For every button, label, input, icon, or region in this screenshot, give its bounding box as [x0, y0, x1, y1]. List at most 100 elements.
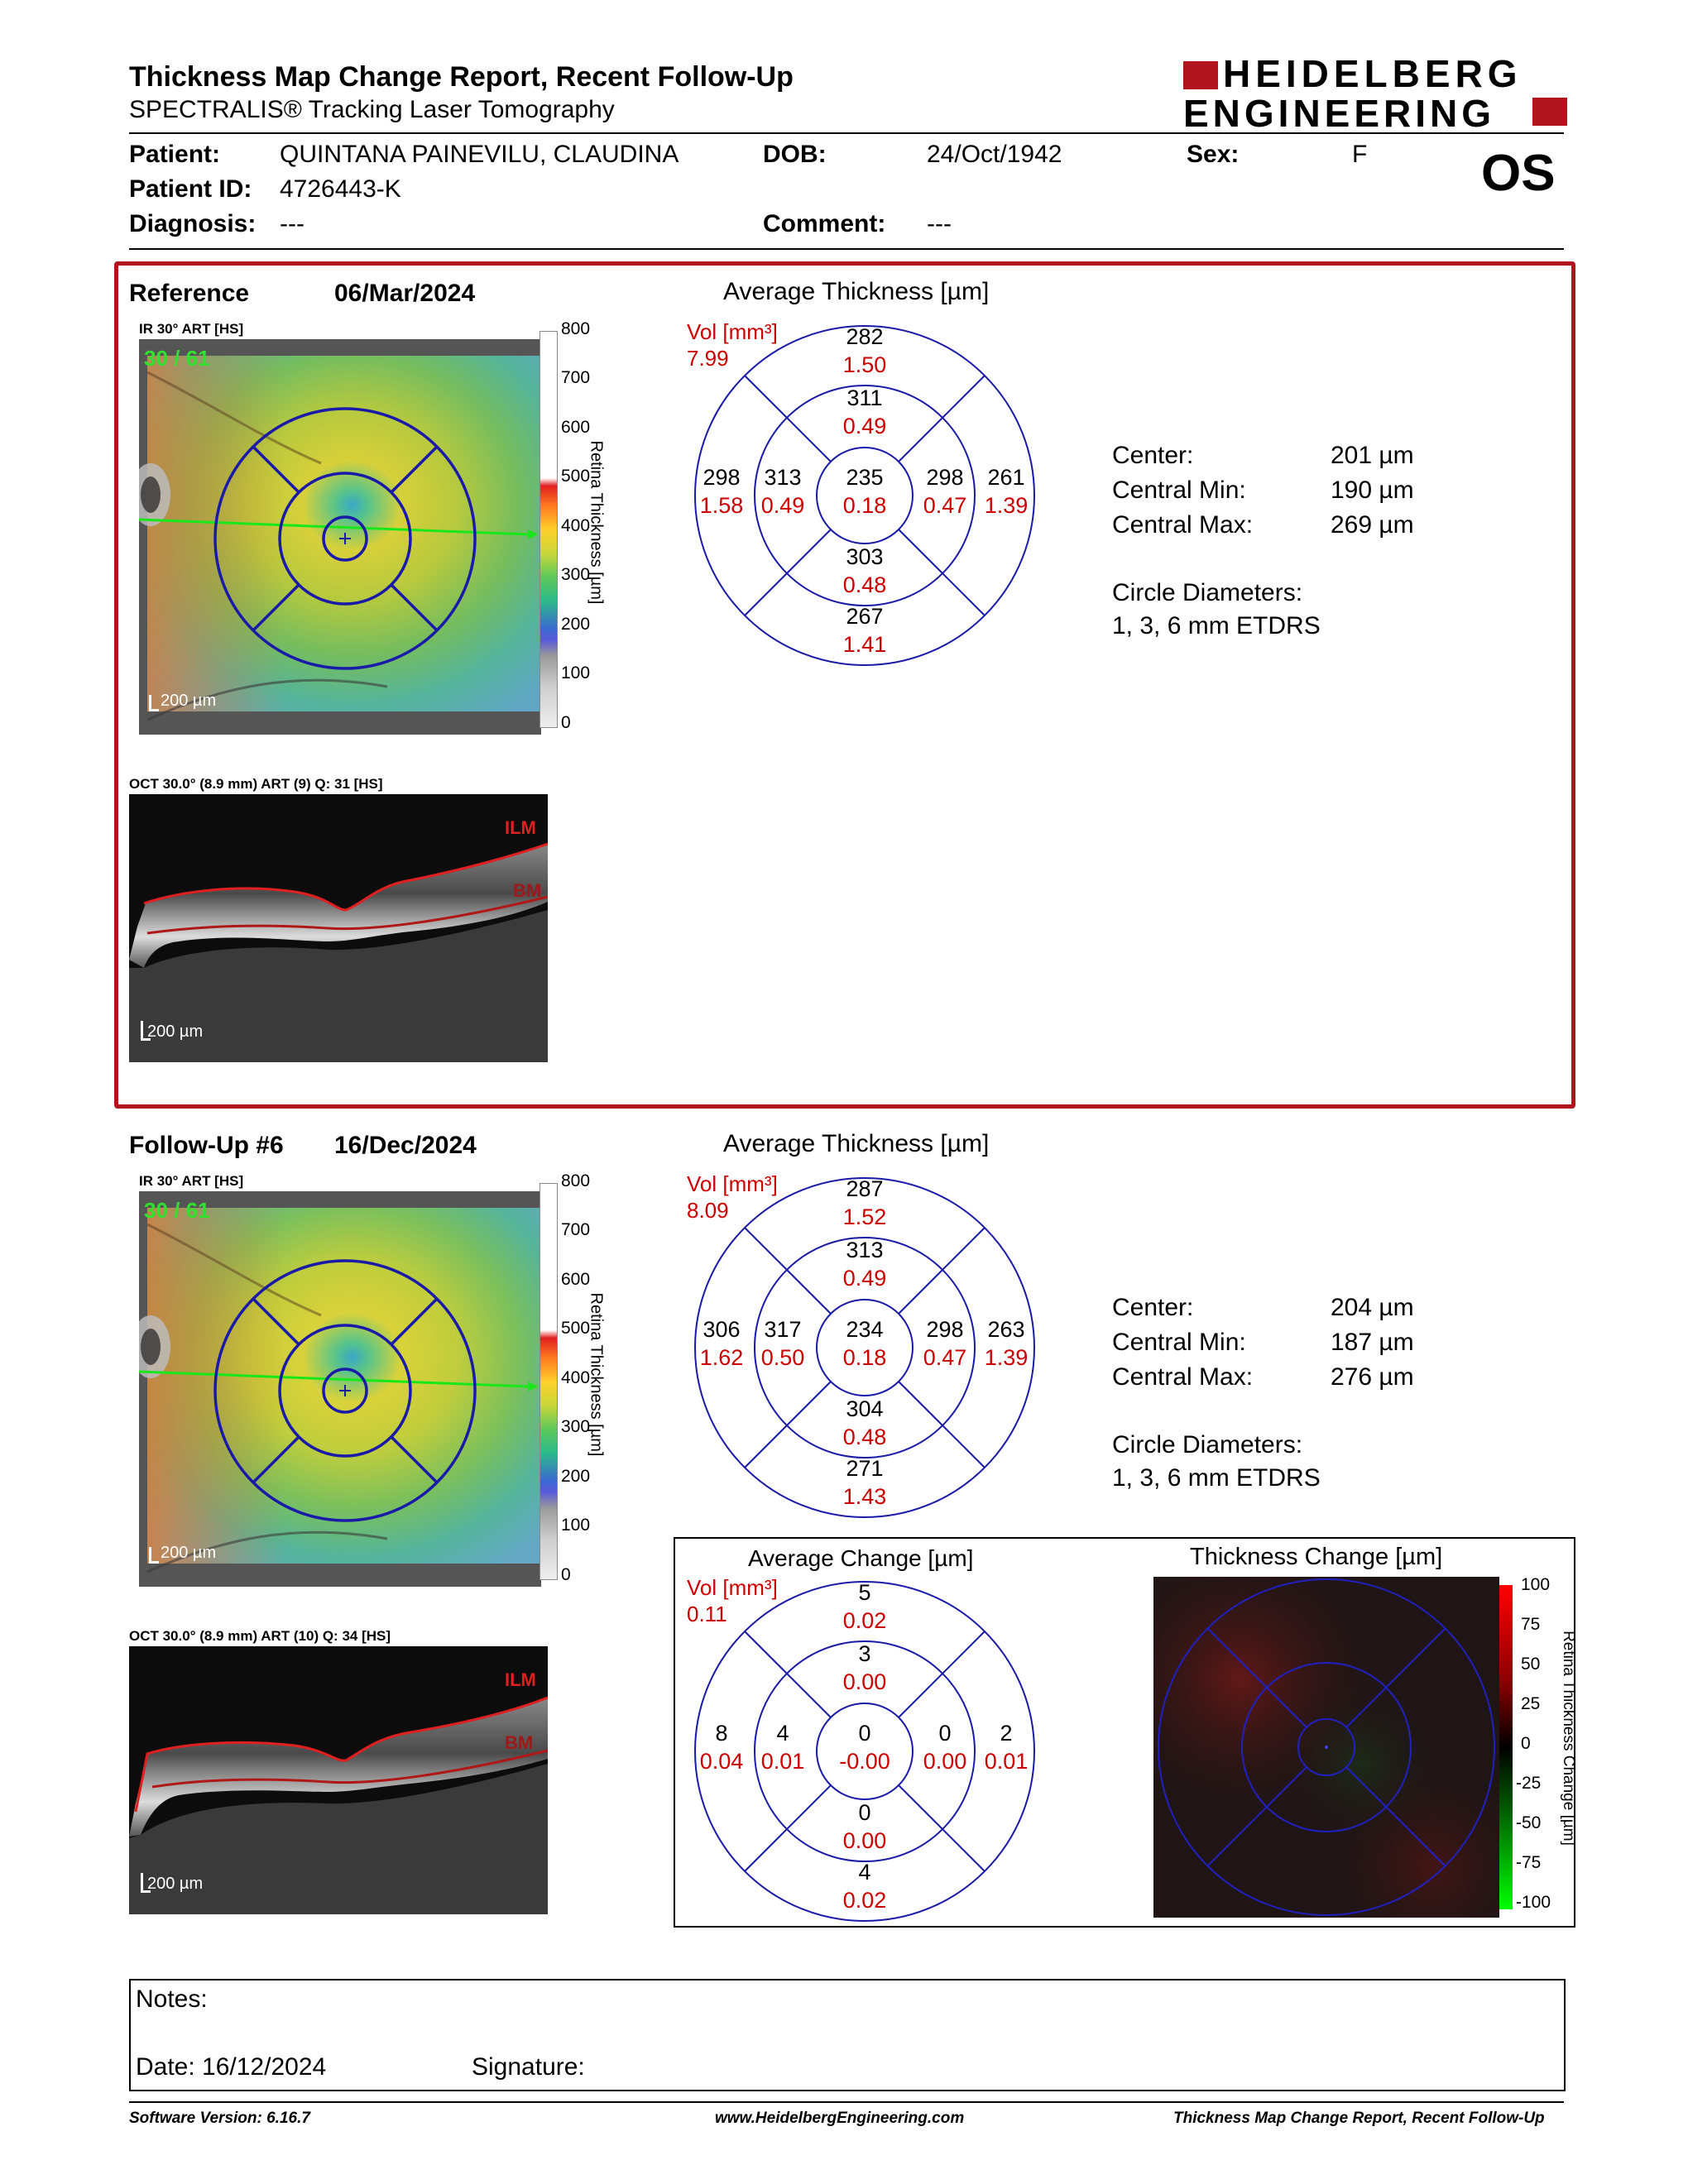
change-etdrs-chart: 5 0.02 3 0.00 8 0.04 4 0.01 0 -0.00 0 0.… [693, 1580, 1036, 1923]
reference-center-value: 201 µm [1331, 442, 1414, 469]
tick-label: 100 [561, 663, 591, 682]
sector-inner-bottom-thickness: 303 [846, 544, 884, 569]
tick-label: 700 [561, 1220, 591, 1239]
sector-outer-top-volume: 1.50 [842, 352, 887, 377]
change-map-image [1153, 1577, 1499, 1918]
footer-website[interactable]: www.HeidelbergEngineering.com [715, 2110, 965, 2127]
followup-date: 16/Dec/2024 [334, 1132, 477, 1159]
sector-inner-top-volume: 0.49 [842, 1266, 887, 1291]
followup-max-value: 276 µm [1331, 1363, 1414, 1391]
reference-etdrs-grid [139, 407, 538, 670]
followup-min-label: Central Min: [1112, 1329, 1246, 1356]
sector-inner-top-thickness: 313 [846, 1238, 884, 1262]
reference-ir-label: IR 30° ART [HS] [139, 321, 244, 337]
tick-label: 25 [1521, 1694, 1541, 1713]
followup-oct-image: ILM BM 200 µm [129, 1646, 548, 1914]
reference-thickness-ticks: 800 700 600 500 400 300 200 100 0 [558, 319, 607, 733]
sector-inner-left-volume: 0.01 [760, 1749, 805, 1774]
tick-label: 100 [1521, 1575, 1551, 1594]
sector-outer-left-thickness: 8 [715, 1721, 728, 1746]
logo-block-icon [1183, 61, 1218, 89]
logo-text-1: HEIDELBERG [1223, 52, 1523, 95]
tick-label: -75 [1516, 1853, 1542, 1872]
sector-inner-right-thickness: 298 [926, 1317, 964, 1342]
sector-inner-right-volume: 0.47 [923, 493, 967, 518]
reference-thickness-axis-title: Retina Thickness [µm] [587, 440, 606, 605]
sector-inner-right-thickness: 0 [938, 1721, 952, 1746]
sector-outer-left-volume: 0.04 [699, 1749, 744, 1774]
sector-inner-left-thickness: 4 [776, 1721, 789, 1746]
sector-outer-top-volume: 0.02 [842, 1608, 887, 1633]
tick-label: 500 [561, 1319, 591, 1338]
sector-inner-right-volume: 0.00 [923, 1749, 967, 1774]
diagnosis-value: --- [280, 210, 305, 237]
sector-outer-right-thickness: 2 [1000, 1721, 1013, 1746]
sector-outer-left-thickness: 306 [703, 1317, 741, 1342]
tick-label: 200 [561, 1467, 591, 1486]
sex-value: F [1352, 141, 1368, 168]
followup-vol-label: Vol [mm³] [687, 1171, 778, 1196]
sector-inner-right-thickness: 298 [926, 465, 964, 490]
patient-label: Patient: [129, 141, 221, 168]
reference-center-label: Center: [1112, 442, 1194, 469]
sector-center-volume: -0.00 [839, 1749, 890, 1774]
sector-outer-top-thickness: 282 [846, 324, 884, 349]
reference-ir-scale: 200 µm [161, 692, 217, 710]
followup-etdrs-chart: 287 1.52 313 0.49 306 1.62 317 0.50 234 … [693, 1176, 1036, 1519]
followup-center-label: Center: [1112, 1294, 1194, 1321]
change-vol-label: Vol [mm³] [687, 1575, 778, 1600]
sector-outer-left-thickness: 298 [703, 465, 741, 490]
change-section [674, 1537, 1575, 1928]
sector-outer-bottom-volume: 1.41 [842, 632, 887, 657]
followup-bm-label: BM [505, 1732, 534, 1753]
reference-oct-scale: 200 µm [147, 1023, 204, 1041]
report-subtitle: SPECTRALIS® Tracking Laser Tomography [129, 96, 615, 123]
sex-label: Sex: [1187, 141, 1240, 168]
sector-inner-top-volume: 0.00 [842, 1669, 887, 1694]
tick-label: -25 [1516, 1774, 1542, 1793]
reference-min-value: 190 µm [1331, 477, 1414, 504]
tick-label: 200 [561, 615, 591, 634]
sector-outer-left-volume: 1.62 [699, 1345, 744, 1370]
tick-label: 400 [561, 516, 591, 535]
tick-label: -100 [1516, 1893, 1551, 1912]
sector-inner-top-volume: 0.49 [842, 414, 887, 438]
followup-thickness-ticks: 800 700 600 500 400 300 200 100 0 [558, 1171, 607, 1585]
change-avg-title: Average Change [µm] [748, 1545, 974, 1571]
logo-block-icon [1532, 98, 1567, 126]
followup-thickness-colorbar [539, 1183, 558, 1580]
tick-label: 800 [561, 319, 591, 338]
followup-ir-overlay: 30 / 61 [144, 1198, 210, 1223]
reference-oct-label: OCT 30.0° (8.9 mm) ART (9) Q: 31 [HS] [129, 776, 383, 792]
eye-label: OS [1481, 145, 1556, 202]
reference-circle-value: 1, 3, 6 mm ETDRS [1112, 612, 1321, 639]
tick-label: 300 [561, 565, 591, 584]
sector-outer-left-volume: 1.58 [699, 493, 744, 518]
reference-max-value: 269 µm [1331, 511, 1414, 539]
sector-outer-bottom-thickness: 267 [846, 604, 884, 629]
sector-center-thickness: 234 [846, 1317, 884, 1342]
followup-oct-scale: 200 µm [147, 1875, 204, 1893]
change-vol-value: 0.11 [687, 1602, 727, 1626]
sector-outer-top-thickness: 5 [858, 1580, 871, 1605]
comment-label: Comment: [763, 210, 886, 237]
notes-box [129, 1979, 1566, 2091]
change-colorbar [1499, 1585, 1513, 1909]
tick-label: -50 [1516, 1813, 1542, 1832]
notes-date: Date: 16/12/2024 [136, 2053, 327, 2081]
sector-inner-right-volume: 0.47 [923, 1345, 967, 1370]
sector-outer-bottom-thickness: 271 [846, 1456, 884, 1481]
sector-inner-left-thickness: 317 [764, 1317, 802, 1342]
sector-inner-top-thickness: 3 [858, 1641, 871, 1666]
tick-label: 600 [561, 418, 591, 437]
reference-date: 06/Mar/2024 [334, 280, 476, 307]
followup-circle-label: Circle Diameters: [1112, 1431, 1303, 1458]
sector-inner-bottom-volume: 0.00 [842, 1828, 887, 1853]
footer-report-name: Thickness Map Change Report, Recent Foll… [1173, 2110, 1545, 2127]
followup-ilm-label: ILM [505, 1669, 536, 1690]
followup-min-value: 187 µm [1331, 1329, 1414, 1356]
reference-vol-value: 7.99 [687, 346, 729, 371]
footer-software: Software Version: 6.16.7 [129, 2110, 310, 2127]
tick-label: 400 [561, 1368, 591, 1387]
sector-outer-bottom-volume: 1.43 [842, 1484, 887, 1509]
